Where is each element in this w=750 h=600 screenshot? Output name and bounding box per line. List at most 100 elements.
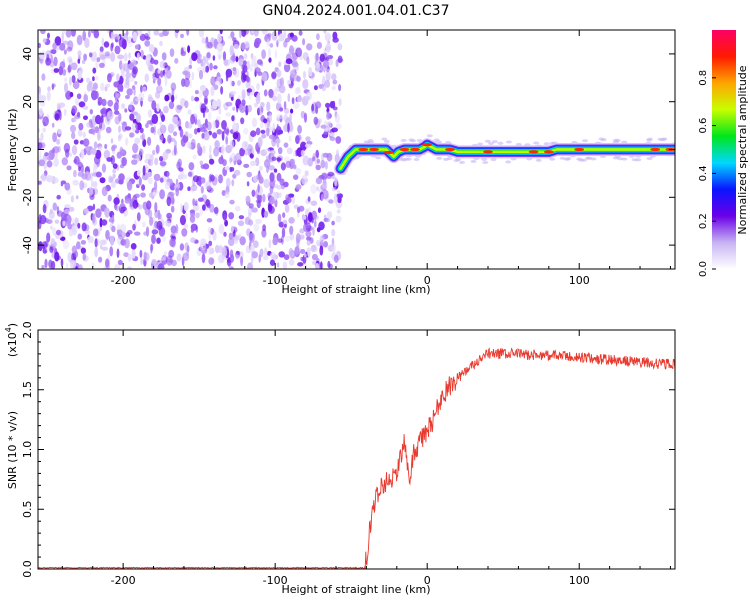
noise-speckle (107, 110, 114, 120)
snr-multiplier-base: (x10 (6, 332, 19, 357)
noise-speckle (121, 103, 126, 109)
noise-speckle (177, 158, 182, 168)
noise-speckle (168, 101, 175, 110)
noise-speckle (313, 85, 318, 91)
noise-speckle (278, 221, 284, 228)
noise-speckle (93, 51, 97, 59)
noise-speckle (288, 135, 292, 142)
noise-speckle (89, 109, 94, 115)
noise-speckle (53, 68, 59, 73)
haze-speck (505, 140, 512, 144)
noise-speckle (49, 49, 56, 54)
noise-speckle (159, 60, 166, 69)
noise-speckle (158, 32, 165, 38)
noise-speckle (251, 30, 254, 34)
snr-ylabel: SNR (10 * v/v) (6, 411, 19, 489)
noise-speckle (39, 214, 47, 225)
noise-speckle (99, 54, 107, 60)
noise-speckle (242, 71, 246, 82)
noise-speckle (155, 146, 159, 156)
noise-speckle (117, 229, 123, 237)
noise-speckle (106, 157, 113, 162)
noise-speckle (94, 238, 98, 248)
x-tick-label: 100 (569, 574, 590, 587)
snr-multiplier-close: ) (6, 323, 19, 327)
haze-speck (660, 138, 666, 142)
noise-speckle (212, 132, 218, 139)
noise-speckle (136, 52, 140, 61)
noise-speckle (38, 128, 41, 133)
noise-speckle (259, 61, 264, 67)
noise-speckle (79, 180, 85, 191)
noise-speckle (316, 240, 321, 247)
noise-speckle (105, 53, 111, 59)
noise-speckle (132, 31, 138, 42)
noise-speckle (282, 261, 288, 269)
noise-speckle (129, 113, 135, 121)
noise-speckle (216, 129, 222, 135)
noise-speckle (225, 177, 231, 188)
noise-speckle (118, 133, 123, 139)
noise-speckle (275, 128, 279, 138)
noise-speckle (215, 76, 222, 87)
noise-speckle (100, 114, 104, 125)
noise-speckle (109, 235, 115, 246)
noise-speckle (81, 173, 88, 180)
noise-speckle (192, 175, 200, 183)
noise-speckle (198, 69, 204, 80)
noise-speckle (140, 84, 143, 93)
noise-speckle (167, 134, 172, 144)
noise-speckle (170, 205, 175, 213)
noise-speckle (278, 61, 282, 67)
noise-speckle (38, 180, 42, 185)
noise-speckle (103, 149, 111, 159)
noise-speckle (140, 192, 146, 198)
noise-speckle (247, 104, 253, 113)
noise-speckle (83, 115, 88, 121)
noise-speckle (334, 113, 341, 124)
haze-speck (435, 140, 442, 144)
noise-speckle (71, 132, 76, 140)
noise-speckle (140, 49, 144, 59)
noise-speckle (145, 123, 149, 129)
x-tick-label: 0 (424, 274, 431, 287)
signal-peak (445, 147, 455, 152)
noise-speckle (209, 62, 213, 71)
noise-speckle (323, 217, 328, 222)
noise-speckle (221, 120, 227, 130)
noise-speckle (207, 111, 212, 121)
noise-speckle (119, 146, 124, 157)
noise-speckle (113, 102, 119, 112)
noise-speckle (279, 77, 285, 87)
noise-speckle (82, 105, 89, 110)
noise-speckle (269, 43, 274, 48)
noise-speckle (331, 127, 338, 133)
noise-speckle (110, 31, 114, 41)
noise-speckle (54, 152, 58, 159)
noise-speckle (42, 247, 48, 254)
noise-speckle (195, 212, 200, 219)
noise-speckle (187, 133, 193, 139)
y-tick-label: 20 (21, 95, 34, 109)
noise-speckle (210, 86, 215, 96)
noise-speckle (134, 44, 140, 50)
noise-speckle (251, 251, 258, 259)
noise-speckle (324, 80, 331, 88)
noise-speckle (248, 211, 251, 222)
haze-speck (426, 134, 433, 138)
noise-speckle (81, 59, 86, 64)
noise-speckle (80, 247, 86, 254)
haze-speck (459, 160, 465, 164)
noise-speckle (180, 50, 187, 57)
noise-speckle (115, 205, 120, 212)
noise-speckle (147, 109, 153, 118)
noise-speckle (212, 120, 216, 130)
noise-speckle (108, 175, 112, 183)
noise-speckle (204, 181, 208, 190)
snr-axes: -200 -100 0 100 0.0 0.5 1.0 1.5 2.0 (21, 321, 675, 587)
noise-speckle (70, 195, 74, 203)
noise-speckle (156, 237, 161, 244)
noise-speckle (111, 145, 116, 152)
noise-speckle (256, 59, 263, 65)
